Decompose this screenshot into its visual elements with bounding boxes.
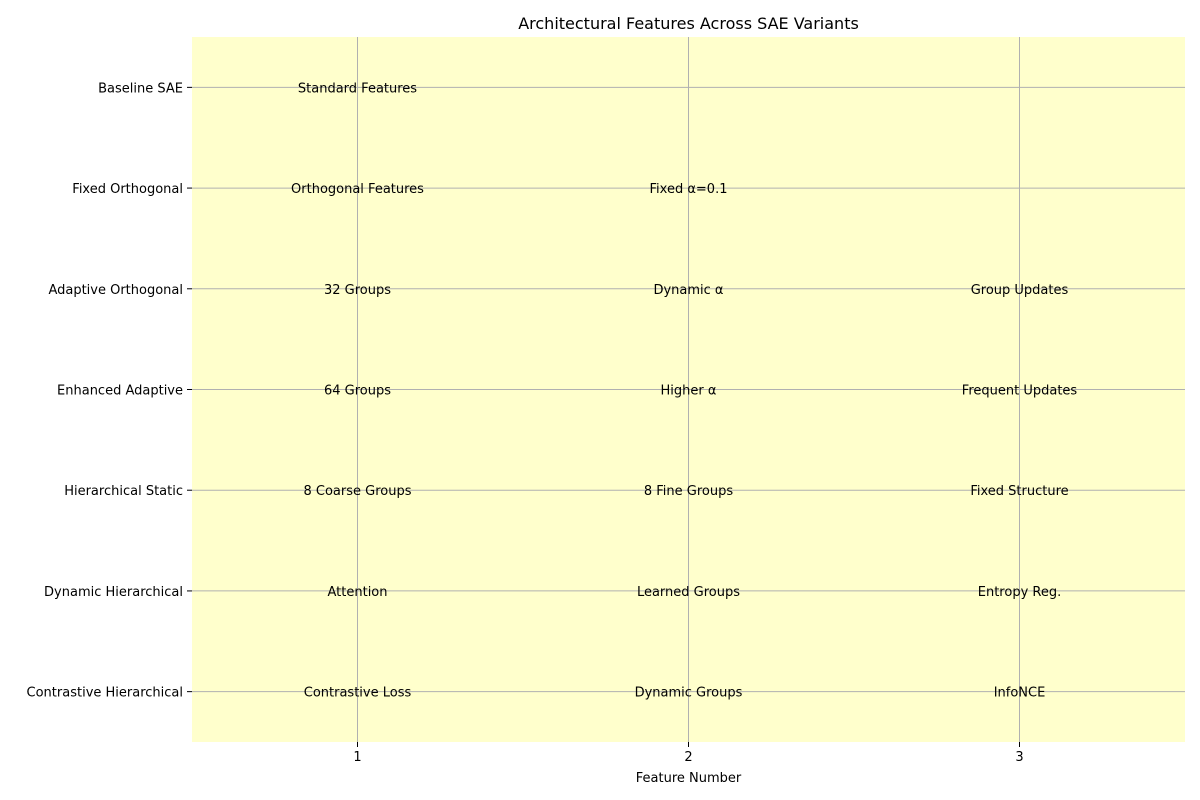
cell-label: 32 Groups xyxy=(324,283,391,298)
row-label: Contrastive Hierarchical xyxy=(27,686,183,701)
x-tick-label: 1 xyxy=(353,750,361,765)
row-label: Dynamic Hierarchical xyxy=(44,585,183,600)
row-label: Adaptive Orthogonal xyxy=(48,283,183,298)
cell-label: 64 Groups xyxy=(324,384,391,399)
cell-label: Dynamic Groups xyxy=(635,686,743,701)
y-axis-ticks: Baseline SAE Fixed Orthogonal Adaptive Ort… xyxy=(27,81,192,701)
x-tick-label: 3 xyxy=(1015,750,1023,765)
row-label: Hierarchical Static xyxy=(64,484,183,499)
cell-label: Attention xyxy=(328,585,388,600)
x-axis-label: Feature Number xyxy=(636,771,742,786)
x-axis-ticks: 1 2 3 xyxy=(353,742,1024,765)
x-tick-label: 2 xyxy=(684,750,692,765)
cell-label: Contrastive Loss xyxy=(304,686,412,701)
cell-label: Group Updates xyxy=(971,283,1069,298)
grid-lines xyxy=(192,37,1185,742)
chart-title: Architectural Features Across SAE Varian… xyxy=(518,14,859,33)
cell-label: Learned Groups xyxy=(637,585,740,600)
row-label: Enhanced Adaptive xyxy=(57,384,183,399)
cell-label: Higher α xyxy=(661,384,717,399)
cell-label: 8 Coarse Groups xyxy=(304,484,412,499)
cell-label: Orthogonal Features xyxy=(291,182,424,197)
cell-label: Fixed α=0.1 xyxy=(650,182,728,197)
cell-label: Standard Features xyxy=(298,81,417,96)
cell-label: 8 Fine Groups xyxy=(644,484,733,499)
cell-label: Frequent Updates xyxy=(962,384,1078,399)
row-label: Fixed Orthogonal xyxy=(72,182,183,197)
cell-label: Fixed Structure xyxy=(970,484,1068,499)
cell-label: Dynamic α xyxy=(653,283,723,298)
cell-label: InfoNCE xyxy=(994,686,1046,701)
row-label: Baseline SAE xyxy=(98,81,183,96)
cell-labels: Standard Features Orthogonal Features Fixe… xyxy=(291,81,1077,700)
cell-label: Entropy Reg. xyxy=(978,585,1061,600)
